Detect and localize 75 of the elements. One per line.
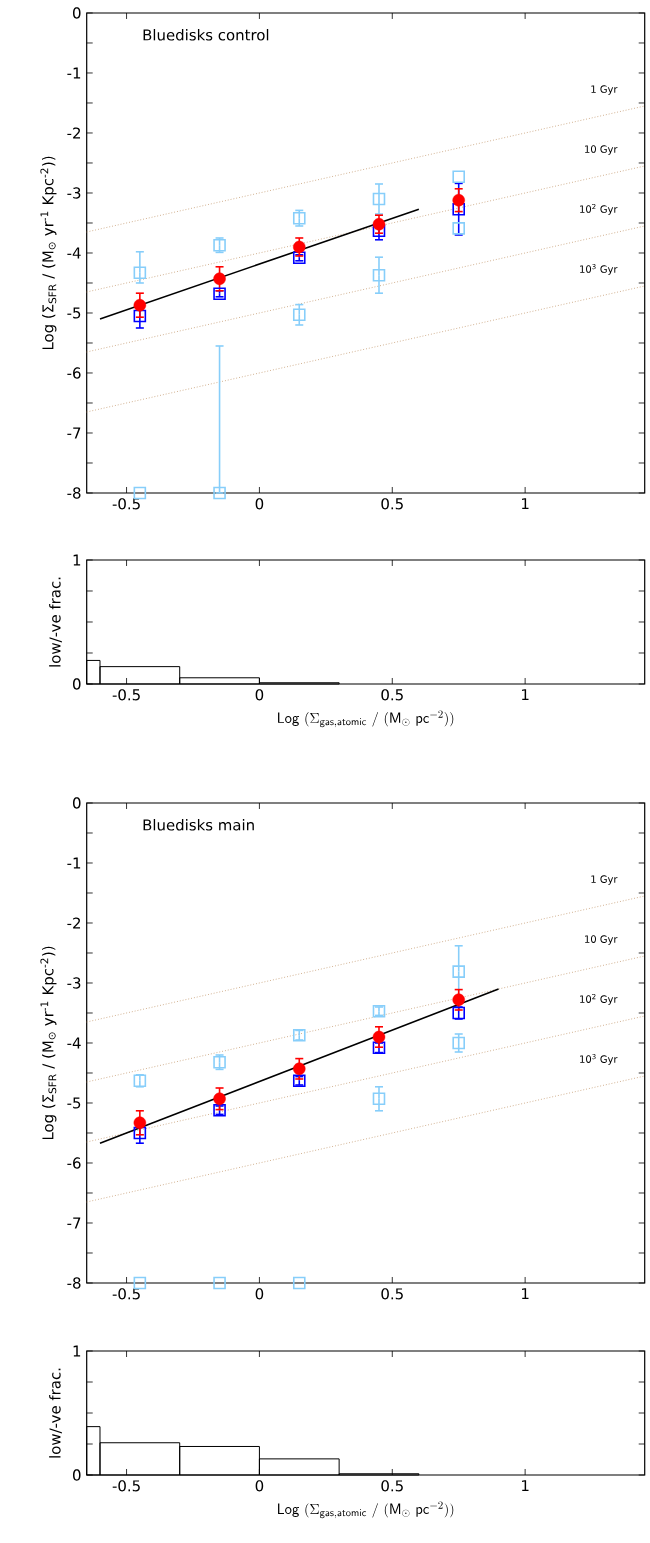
point (133, 1116, 147, 1129)
y-tick-label: -7 (67, 427, 81, 439)
point (292, 308, 306, 322)
y-tick-label: -4 (67, 1037, 81, 1049)
x-tick-label: 1 (522, 1288, 529, 1300)
series-label: 10$^{2}$ Gyr (580, 993, 618, 1005)
point (292, 1276, 306, 1290)
y-tick-label: -6 (67, 367, 81, 379)
y-tick-label: 0 (73, 1469, 81, 1481)
point (213, 1092, 226, 1105)
point (452, 193, 465, 207)
x-tick-label: 0 (255, 1288, 264, 1300)
point (133, 298, 147, 312)
series-label: 10 Gyr (585, 145, 618, 155)
point (133, 309, 147, 323)
y-tick-label: -8 (67, 1277, 81, 1289)
series-label: 10 Gyr (585, 935, 618, 945)
y-tick-label: -6 (67, 1157, 81, 1169)
y-tick-label: -2 (67, 127, 81, 139)
point (133, 486, 147, 500)
x-tick-label: 0.5 (381, 689, 403, 701)
x-tick-label: -0.5 (112, 689, 140, 701)
text: Log (Σ$_{SFR}$ / (M$_{⊙}$ yr$^{-1}$ Kpc$^{-2}$)) (40, 946, 57, 1140)
point (133, 1126, 147, 1140)
y-tick-label: -4 (67, 247, 81, 259)
point (133, 266, 147, 280)
x-tick-label: 1 (522, 498, 529, 510)
point (293, 1062, 306, 1075)
x-axis-title: $\mathsf{Log}\ (\Sigma_{\mathsf{gas,atomic}}\ /\ (\mathsf{M}_{\odot}\ \mathsf{pc}^{-2}))$ (278, 1501, 454, 1519)
y-tick-label: -5 (67, 1097, 81, 1109)
text: Log (Σ$_{SFR}$ / (M$_{⊙}$ yr$^{-1}$ Kpc$^{-2}$)) (40, 156, 57, 350)
point (452, 965, 465, 978)
point (213, 272, 226, 285)
point (213, 1276, 226, 1290)
point (372, 1092, 386, 1106)
y-tick-label: -2 (67, 917, 81, 929)
y-tick-label: -7 (67, 1217, 81, 1229)
x-tick-label: 1 (522, 1480, 529, 1492)
y-tick-label: -3 (67, 187, 81, 199)
y-tick-label: -1 (67, 857, 81, 869)
y-tick-label: 1 (73, 554, 81, 566)
series-label: 1 Gyr (591, 85, 618, 95)
series-label: 1 Gyr (591, 875, 618, 885)
y-tick-label: -8 (67, 487, 81, 499)
point (452, 170, 465, 184)
point (372, 1030, 386, 1044)
x-tick-label: 0.5 (381, 498, 403, 510)
x-tick-label: 1 (522, 689, 529, 701)
point (452, 993, 465, 1006)
point (213, 486, 226, 500)
y-tick-label: -3 (67, 977, 81, 989)
x-tick-label: -0.5 (112, 1480, 140, 1492)
x-tick-label: 0 (255, 1480, 264, 1492)
y-axis-title: low/-ve frac. (49, 1368, 62, 1458)
y-tick-label: -1 (67, 67, 81, 79)
point (372, 268, 386, 282)
y-tick-label: 0 (73, 7, 81, 19)
x-tick-label: 0 (255, 689, 264, 701)
text: Bluedisks main (143, 819, 254, 831)
x-tick-label: 0.5 (381, 1480, 403, 1492)
x-axis-title: $\mathsf{Log}\ (\Sigma_{\mathsf{gas,atomic}}\ /\ (\mathsf{M}_{\odot}\ \mathsf{pc}^{-2}))$ (278, 710, 454, 728)
y-axis-title: low/-ve frac. (49, 577, 62, 667)
series-label: 10$^{3}$ Gyr (580, 1053, 618, 1065)
y-tick-label: 0 (73, 678, 81, 690)
point (452, 222, 465, 235)
text: Bluedisks control (143, 29, 269, 41)
y-tick-label: -5 (67, 307, 81, 319)
x-tick-label: 0 (255, 498, 264, 510)
y-tick-label: 1 (73, 1345, 81, 1357)
point (372, 192, 386, 206)
series-label: 10$^{2}$ Gyr (580, 203, 618, 215)
x-tick-label: 0.5 (381, 1288, 403, 1300)
series-label: 10$^{3}$ Gyr (580, 263, 618, 275)
point (133, 1276, 147, 1290)
y-tick-label: 0 (73, 797, 81, 809)
